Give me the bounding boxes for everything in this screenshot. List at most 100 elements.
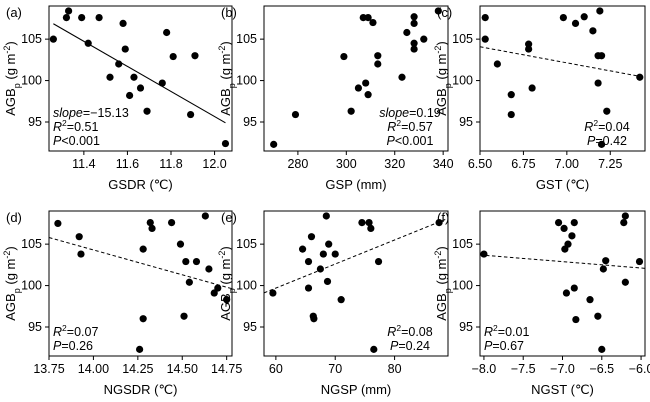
data-point — [370, 345, 378, 353]
stat-symbol: P — [587, 134, 596, 148]
data-point — [115, 60, 123, 68]
stat-symbol: R — [584, 120, 593, 134]
data-point — [603, 107, 611, 115]
stat-text: slope=−15.13 — [53, 106, 129, 120]
stat-superscript: 2 — [396, 323, 401, 333]
stat-text: P=0.24 — [390, 339, 430, 353]
data-point — [481, 35, 489, 43]
data-point — [176, 240, 185, 248]
stat-value: =0.04 — [598, 120, 630, 134]
data-point — [562, 289, 571, 297]
data-point — [78, 14, 86, 22]
data-point — [331, 250, 339, 258]
data-point — [192, 257, 201, 266]
data-point — [570, 284, 578, 292]
data-point — [158, 79, 166, 87]
x-tick-label: 14.00 — [78, 362, 109, 376]
stat-text: R2=0.51 — [53, 118, 98, 134]
plot-frame — [479, 5, 646, 152]
ylabel-unit: (g m — [434, 259, 449, 289]
stat-text: R2=0.04 — [584, 118, 629, 134]
data-point — [597, 52, 606, 60]
stat-value: <0.001 — [61, 134, 100, 148]
ylabel-superscript: -2 — [2, 46, 12, 54]
stat-value: =0.08 — [401, 325, 433, 339]
panel-f: −8.0 −7.5 −7.0 −6.5 −6.0 95 100 105 NGST (℃) AGBp… — [433, 210, 650, 397]
data-point — [340, 52, 348, 61]
data-point — [143, 107, 151, 115]
y-tick-label: 95 — [459, 115, 473, 129]
ylabel-main: AGB — [434, 88, 449, 115]
data-point — [481, 14, 489, 22]
data-point — [139, 315, 147, 323]
x-tick-label: 60 — [269, 362, 283, 376]
data-point — [365, 219, 373, 227]
data-point — [636, 73, 644, 81]
data-point — [507, 110, 515, 119]
stat-text: R2=0.01 — [484, 323, 529, 339]
ylabel-subscript: p — [443, 83, 453, 88]
x-tick-label: 7.25 — [598, 157, 622, 171]
data-point — [270, 140, 278, 148]
regression-line — [53, 23, 226, 124]
y-tick-label: 100 — [452, 74, 473, 88]
stat-value: =0.26 — [61, 339, 93, 353]
x-tick-label: 70 — [328, 362, 342, 376]
data-point — [559, 14, 567, 22]
ylabel-close: ) — [3, 246, 18, 250]
data-point — [307, 233, 316, 241]
x-tick-label: 280 — [287, 157, 308, 171]
regression-line — [479, 254, 646, 269]
data-point — [602, 257, 610, 265]
data-point — [337, 296, 345, 304]
data-point — [621, 212, 629, 220]
data-point — [374, 257, 383, 266]
stat-text: R2=0.08 — [387, 323, 432, 339]
y-tick-label: 105 — [452, 32, 473, 46]
data-point — [354, 84, 363, 92]
data-point — [180, 312, 188, 320]
ylabel-close: ) — [218, 41, 233, 45]
stat-text: slope=0.19 — [379, 106, 441, 120]
data-point — [362, 79, 370, 87]
x-axis-title: NGSP (mm) — [321, 382, 392, 397]
panel-letter: (e) — [221, 210, 237, 225]
regression-line — [263, 217, 449, 294]
x-tick-label: 11.8 — [159, 157, 182, 171]
data-point — [507, 91, 515, 99]
data-point — [185, 278, 193, 286]
stat-text: P<0.001 — [387, 134, 434, 148]
data-point — [210, 289, 218, 297]
ylabel-close: ) — [434, 41, 449, 45]
data-point — [369, 18, 377, 27]
ylabel-superscript: -2 — [433, 251, 443, 259]
data-point — [310, 315, 318, 323]
data-point — [214, 284, 222, 292]
x-tick-label: −7.0 — [550, 362, 575, 376]
data-point — [191, 52, 199, 60]
x-tick-label: 14.50 — [167, 362, 198, 376]
x-tick-label: 11.6 — [116, 157, 139, 171]
x-axis-title: GST (℃) — [536, 177, 589, 192]
ylabel-unit: (g m — [434, 54, 449, 84]
data-point — [570, 219, 578, 227]
data-point — [84, 39, 92, 47]
ylabel-main: AGB — [218, 293, 233, 320]
data-point — [364, 91, 372, 99]
y-tick-label: 95 — [459, 320, 473, 334]
y-tick-label: 95 — [243, 115, 257, 129]
data-point — [374, 60, 382, 68]
x-tick-label: −8.0 — [472, 362, 497, 376]
ylabel-superscript: -2 — [2, 251, 12, 259]
ylabel-superscript: -2 — [217, 46, 227, 54]
data-point — [358, 219, 366, 227]
data-point — [398, 73, 406, 81]
stat-value: =0.42 — [595, 134, 627, 148]
data-point — [187, 110, 195, 119]
x-tick-label: 320 — [384, 157, 405, 171]
data-point — [367, 224, 375, 232]
data-point — [589, 27, 597, 35]
x-tick-label: 340 — [433, 157, 454, 171]
stat-value: =0.07 — [67, 325, 99, 339]
